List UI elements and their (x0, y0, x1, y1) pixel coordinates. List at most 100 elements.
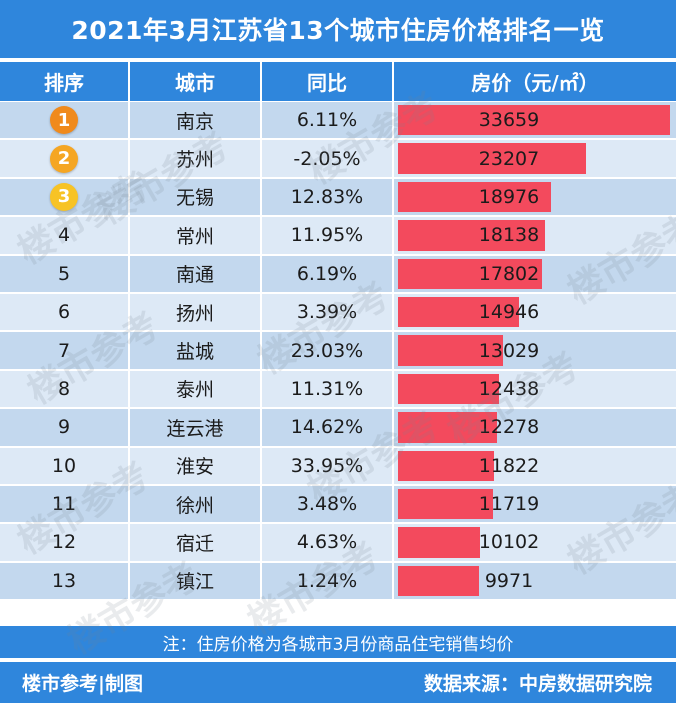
yoy-cell: 1.24% (262, 562, 394, 600)
price-bar (398, 181, 551, 213)
price-cell: 18138 (394, 217, 676, 254)
price-bar (398, 220, 545, 251)
city-cell: 宿迁 (130, 524, 262, 561)
rank-cell: 9 (0, 409, 130, 446)
yoy-cell: 14.62% (262, 409, 394, 446)
price-cell: 13029 (394, 332, 676, 369)
price-cell: 11719 (394, 485, 676, 523)
table-row: 7 盐城 23.03% 13029 (0, 332, 676, 371)
yoy-cell: 3.39% (262, 293, 394, 331)
price-cell: 33659 (394, 102, 676, 139)
rank-cell: 8 (0, 370, 130, 408)
rank-number: 11 (51, 493, 77, 516)
table-row: 11 徐州 3.48% 11719 (0, 485, 676, 525)
rank-number: 5 (57, 262, 71, 285)
price-cell: 18976 (394, 178, 676, 216)
price-bar (398, 105, 670, 136)
rank-number: 4 (57, 224, 71, 247)
price-bar (398, 412, 497, 443)
rank-number: 9 (57, 416, 71, 439)
table-body: 1 南京 6.11% 33659 2 苏州 -2.05% 23207 3 无锡 12.83% 1897… (0, 102, 676, 602)
footer: 楼市参考|制图 数据来源：中房数据研究院 (0, 662, 676, 703)
yoy-cell: 11.95% (262, 217, 394, 254)
table-row: 4 常州 11.95% 18138 (0, 217, 676, 256)
price-value: 18138 (478, 224, 540, 247)
price-value: 23207 (478, 147, 540, 170)
price-bar (398, 565, 479, 597)
table-row: 12 宿迁 4.63% 10102 (0, 524, 676, 563)
yoy-cell: 4.63% (262, 524, 394, 561)
price-bar (398, 296, 519, 328)
rank-cell: 13 (0, 562, 130, 600)
header-city: 城市 (130, 62, 262, 101)
price-cell: 14946 (394, 293, 676, 331)
footer-credit: 楼市参考|制图 (22, 673, 143, 695)
page-title: 2021年3月江苏省13个城市住房价格排名一览 (0, 0, 676, 58)
rank-cell: 5 (0, 255, 130, 292)
city-cell: 徐州 (130, 485, 262, 523)
city-cell: 盐城 (130, 332, 262, 369)
price-value: 33659 (478, 109, 540, 132)
city-cell: 扬州 (130, 293, 262, 331)
city-cell: 苏州 (130, 140, 262, 177)
price-value: 11822 (478, 454, 540, 477)
price-value: 18976 (478, 185, 540, 208)
rank-cell: 1 (0, 102, 130, 139)
yoy-cell: 3.48% (262, 485, 394, 523)
yoy-cell: 6.11% (262, 102, 394, 139)
header-yoy: 同比 (262, 62, 394, 101)
table-row: 5 南通 6.19% 17802 (0, 255, 676, 294)
city-cell: 常州 (130, 217, 262, 254)
price-value: 13029 (478, 339, 540, 362)
header-rank: 排序 (0, 62, 130, 101)
price-cell: 12278 (394, 409, 676, 446)
yoy-cell: 33.95% (262, 447, 394, 484)
table-row: 10 淮安 33.95% 11822 (0, 447, 676, 486)
rank-number: 7 (57, 339, 71, 362)
city-cell: 无锡 (130, 178, 262, 216)
table-row: 3 无锡 12.83% 18976 (0, 178, 676, 218)
price-bar (398, 488, 493, 520)
price-value: 12438 (478, 377, 540, 400)
price-cell: 10102 (394, 524, 676, 561)
price-value: 11719 (478, 493, 540, 516)
rank-medal-icon: 3 (50, 182, 78, 211)
price-value: 9971 (484, 569, 534, 592)
city-cell: 南京 (130, 102, 262, 139)
city-cell: 泰州 (130, 370, 262, 408)
rank-cell: 2 (0, 140, 130, 177)
rank-number: 12 (51, 531, 77, 554)
rank-cell: 3 (0, 178, 130, 216)
rank-cell: 4 (0, 217, 130, 254)
rank-number: 10 (51, 454, 77, 477)
price-value: 10102 (478, 531, 540, 554)
price-bar (398, 373, 499, 405)
table-row: 8 泰州 11.31% 12438 (0, 370, 676, 410)
price-bar (398, 143, 586, 174)
yoy-cell: -2.05% (262, 140, 394, 177)
rank-medal-icon: 2 (50, 144, 78, 173)
table-row: 6 扬州 3.39% 14946 (0, 293, 676, 333)
price-bar (398, 258, 542, 289)
rank-cell: 7 (0, 332, 130, 369)
price-cell: 17802 (394, 255, 676, 292)
price-value: 17802 (478, 262, 540, 285)
price-cell: 9971 (394, 562, 676, 600)
table-row: 9 连云港 14.62% 12278 (0, 409, 676, 448)
table-row: 13 镇江 1.24% 9971 (0, 562, 676, 602)
footnote: 注：住房价格为各城市3月份商品住宅销售均价 (0, 626, 676, 658)
rank-cell: 12 (0, 524, 130, 561)
rank-cell: 6 (0, 293, 130, 331)
city-cell: 南通 (130, 255, 262, 292)
rank-cell: 11 (0, 485, 130, 523)
price-cell: 23207 (394, 140, 676, 177)
price-bar (398, 527, 480, 558)
price-cell: 12438 (394, 370, 676, 408)
city-cell: 镇江 (130, 562, 262, 600)
yoy-cell: 6.19% (262, 255, 394, 292)
table-header: 排序 城市 同比 房价（元/㎡） (0, 62, 676, 101)
yoy-cell: 12.83% (262, 178, 394, 216)
table-row: 1 南京 6.11% 33659 (0, 102, 676, 141)
header-price: 房价（元/㎡） (394, 62, 676, 101)
